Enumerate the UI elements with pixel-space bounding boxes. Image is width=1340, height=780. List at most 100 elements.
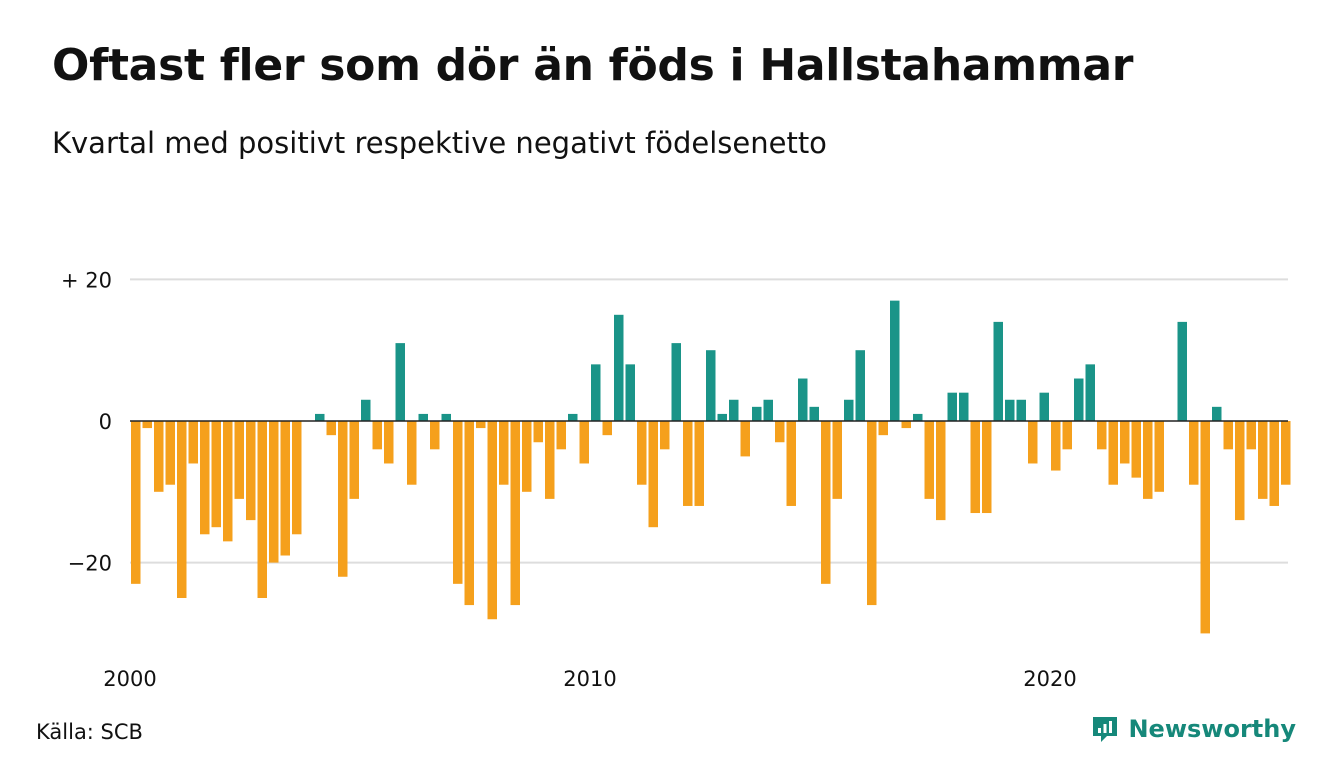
bar-20 xyxy=(361,399,371,421)
y-tick-label: 0 xyxy=(99,410,112,434)
bar-33 xyxy=(510,421,520,606)
x-axis-ticks: 2000 2010 2020 xyxy=(103,667,1076,691)
bar-37 xyxy=(556,421,566,450)
bar-28 xyxy=(453,421,463,584)
bar-6 xyxy=(200,421,210,535)
bar-47 xyxy=(671,343,681,421)
bar-98 xyxy=(1258,421,1268,499)
bar-70 xyxy=(936,421,946,521)
bar-3 xyxy=(165,421,175,485)
bar-27 xyxy=(441,413,451,421)
bar-65 xyxy=(878,421,888,436)
bar-19 xyxy=(349,421,359,499)
bar-68 xyxy=(913,413,923,421)
bar-72 xyxy=(959,392,969,421)
bar-12 xyxy=(269,421,279,563)
y-tick-label: + 20 xyxy=(61,268,112,292)
bar-61 xyxy=(832,421,842,499)
bar-95 xyxy=(1223,421,1233,450)
bar-85 xyxy=(1108,421,1118,485)
bar-96 xyxy=(1235,421,1245,521)
bar-21 xyxy=(372,421,382,450)
bar-53 xyxy=(740,421,750,457)
bar-78 xyxy=(1028,421,1038,464)
bar-51 xyxy=(717,413,727,421)
bar-48 xyxy=(683,421,693,506)
bar-23 xyxy=(395,343,405,421)
bar-36 xyxy=(545,421,555,499)
bar-16 xyxy=(315,413,325,421)
bar-79 xyxy=(1039,392,1049,421)
bar-31 xyxy=(487,421,497,620)
bar-100 xyxy=(1281,421,1291,485)
bar-94 xyxy=(1212,406,1222,421)
bar-77 xyxy=(1016,399,1026,421)
bar-46 xyxy=(660,421,670,450)
bar-24 xyxy=(407,421,417,485)
bar-4 xyxy=(177,421,187,598)
bar-87 xyxy=(1131,421,1141,478)
bar-9 xyxy=(234,421,244,499)
bar-22 xyxy=(384,421,394,464)
bar-38 xyxy=(568,413,578,421)
bar-80 xyxy=(1051,421,1061,471)
bar-18 xyxy=(338,421,348,577)
bar-8 xyxy=(223,421,233,542)
bar-55 xyxy=(763,399,773,421)
bar-17 xyxy=(326,421,336,436)
bar-84 xyxy=(1097,421,1107,450)
bar-75 xyxy=(993,321,1003,421)
chart-subtitle: Kvartal med positivt respektive negativt… xyxy=(52,126,827,160)
bar-59 xyxy=(809,406,819,421)
bar-81 xyxy=(1062,421,1072,450)
bar-32 xyxy=(499,421,509,485)
bar-52 xyxy=(729,399,739,421)
y-tick-label: −20 xyxy=(68,552,112,576)
bar-26 xyxy=(430,421,440,450)
bar-92 xyxy=(1189,421,1199,485)
bar-58 xyxy=(798,378,808,421)
bar-11 xyxy=(257,421,267,598)
bar-88 xyxy=(1143,421,1153,499)
bar-44 xyxy=(637,421,647,485)
bar-7 xyxy=(211,421,221,528)
bar-13 xyxy=(280,421,290,556)
bar-35 xyxy=(533,421,543,443)
newsworthy-logo-icon xyxy=(1090,714,1120,744)
bar-67 xyxy=(901,421,911,429)
x-tick-label: 2020 xyxy=(1023,667,1076,691)
bar-66 xyxy=(890,300,900,421)
bar-2 xyxy=(154,421,164,492)
brand: Newsworthy xyxy=(1090,714,1296,744)
bar-43 xyxy=(625,364,635,421)
gridlines xyxy=(130,278,1288,564)
bar-29 xyxy=(464,421,474,606)
bar-73 xyxy=(970,421,980,514)
bar-1 xyxy=(142,421,152,429)
bar-10 xyxy=(246,421,256,521)
bar-25 xyxy=(418,413,428,421)
bar-14 xyxy=(292,421,302,535)
bar-54 xyxy=(752,406,762,421)
bar-40 xyxy=(591,364,601,421)
bar-89 xyxy=(1154,421,1164,492)
bar-49 xyxy=(694,421,704,506)
bar-56 xyxy=(775,421,785,443)
bar-41 xyxy=(602,421,612,436)
y-axis-ticks: + 20 0 −20 xyxy=(61,268,112,575)
bar-57 xyxy=(786,421,796,506)
bar-62 xyxy=(844,399,854,421)
bar-63 xyxy=(855,350,865,421)
bar-83 xyxy=(1085,364,1095,421)
bar-34 xyxy=(522,421,532,492)
bar-99 xyxy=(1269,421,1279,506)
x-tick-label: 2010 xyxy=(563,667,616,691)
chart-title: Oftast fler som dör än föds i Hallstaham… xyxy=(52,40,1134,91)
bars xyxy=(131,300,1291,634)
bar-39 xyxy=(579,421,589,464)
bar-45 xyxy=(648,421,658,528)
bar-82 xyxy=(1074,378,1084,421)
x-tick-label: 2000 xyxy=(103,667,156,691)
bar-0 xyxy=(131,421,141,584)
